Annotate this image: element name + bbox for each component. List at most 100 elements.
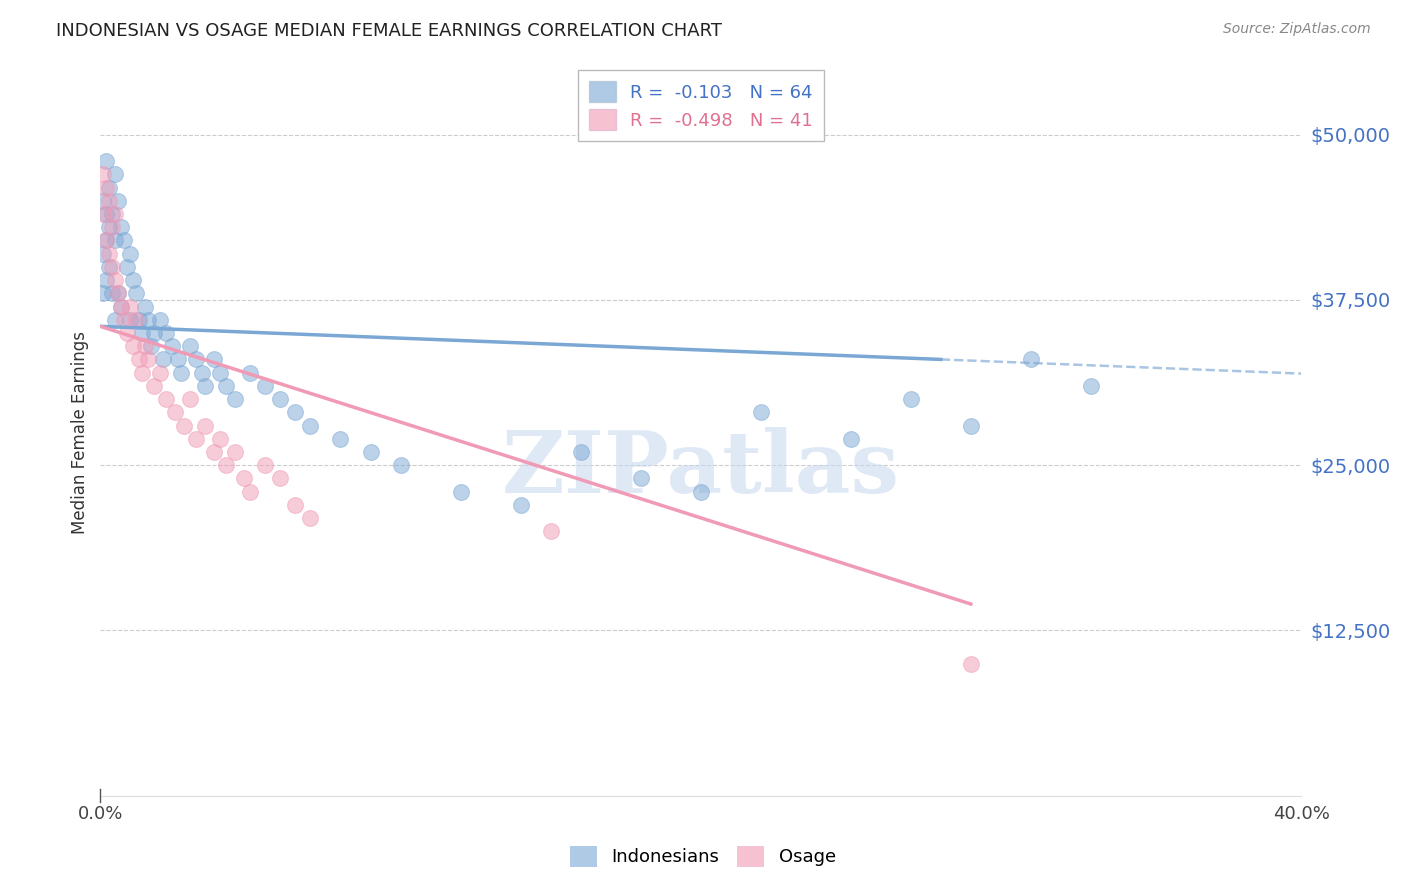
Point bbox=[900, 392, 922, 406]
Point bbox=[107, 286, 129, 301]
Point bbox=[131, 326, 153, 340]
Point bbox=[155, 392, 177, 406]
Point bbox=[117, 260, 139, 274]
Point bbox=[509, 498, 531, 512]
Point bbox=[254, 458, 277, 473]
Point bbox=[749, 405, 772, 419]
Point bbox=[104, 207, 127, 221]
Text: INDONESIAN VS OSAGE MEDIAN FEMALE EARNINGS CORRELATION CHART: INDONESIAN VS OSAGE MEDIAN FEMALE EARNIN… bbox=[56, 22, 723, 40]
Point bbox=[93, 194, 115, 208]
Point bbox=[122, 273, 145, 287]
Point bbox=[128, 352, 150, 367]
Point bbox=[96, 180, 118, 194]
Point bbox=[173, 418, 195, 433]
Point bbox=[96, 154, 118, 169]
Point bbox=[239, 366, 262, 380]
Point bbox=[269, 471, 291, 485]
Point bbox=[224, 445, 246, 459]
Point bbox=[104, 234, 127, 248]
Point bbox=[98, 180, 121, 194]
Point bbox=[96, 207, 118, 221]
Point bbox=[389, 458, 412, 473]
Point bbox=[120, 246, 142, 260]
Point bbox=[107, 194, 129, 208]
Point bbox=[101, 286, 124, 301]
Point bbox=[117, 326, 139, 340]
Point bbox=[143, 326, 166, 340]
Point bbox=[170, 366, 193, 380]
Point bbox=[98, 246, 121, 260]
Point bbox=[101, 260, 124, 274]
Point bbox=[162, 339, 184, 353]
Point bbox=[93, 286, 115, 301]
Point bbox=[299, 418, 322, 433]
Point bbox=[120, 300, 142, 314]
Point bbox=[120, 312, 142, 326]
Point bbox=[152, 352, 174, 367]
Point bbox=[104, 312, 127, 326]
Point bbox=[569, 445, 592, 459]
Point bbox=[107, 286, 129, 301]
Point bbox=[360, 445, 382, 459]
Point bbox=[134, 300, 156, 314]
Point bbox=[101, 207, 124, 221]
Point bbox=[104, 167, 127, 181]
Point bbox=[209, 432, 232, 446]
Point bbox=[1019, 352, 1042, 367]
Point bbox=[110, 220, 132, 235]
Point bbox=[101, 220, 124, 235]
Point bbox=[110, 300, 132, 314]
Point bbox=[194, 418, 217, 433]
Point bbox=[269, 392, 291, 406]
Point bbox=[131, 366, 153, 380]
Point bbox=[110, 300, 132, 314]
Point bbox=[215, 458, 238, 473]
Point bbox=[149, 366, 172, 380]
Point bbox=[299, 511, 322, 525]
Point bbox=[125, 286, 148, 301]
Point bbox=[141, 339, 163, 353]
Point bbox=[254, 379, 277, 393]
Legend: R =  -0.103   N = 64, R =  -0.498   N = 41: R = -0.103 N = 64, R = -0.498 N = 41 bbox=[578, 70, 824, 141]
Point bbox=[839, 432, 862, 446]
Point bbox=[450, 484, 472, 499]
Point bbox=[179, 339, 201, 353]
Point bbox=[540, 524, 562, 539]
Text: ZIPatlas: ZIPatlas bbox=[502, 426, 900, 510]
Point bbox=[194, 379, 217, 393]
Y-axis label: Median Female Earnings: Median Female Earnings bbox=[72, 331, 89, 533]
Point bbox=[104, 273, 127, 287]
Point bbox=[98, 260, 121, 274]
Text: Source: ZipAtlas.com: Source: ZipAtlas.com bbox=[1223, 22, 1371, 37]
Legend: Indonesians, Osage: Indonesians, Osage bbox=[562, 838, 844, 874]
Point bbox=[96, 273, 118, 287]
Point bbox=[112, 312, 135, 326]
Point bbox=[112, 234, 135, 248]
Point bbox=[122, 339, 145, 353]
Point bbox=[1080, 379, 1102, 393]
Point bbox=[186, 432, 208, 446]
Point bbox=[959, 657, 981, 671]
Point bbox=[143, 379, 166, 393]
Point bbox=[224, 392, 246, 406]
Point bbox=[138, 352, 160, 367]
Point bbox=[98, 220, 121, 235]
Point bbox=[239, 484, 262, 499]
Point bbox=[215, 379, 238, 393]
Point bbox=[98, 194, 121, 208]
Point bbox=[155, 326, 177, 340]
Point bbox=[134, 339, 156, 353]
Point bbox=[329, 432, 352, 446]
Point bbox=[630, 471, 652, 485]
Point bbox=[93, 246, 115, 260]
Point bbox=[93, 167, 115, 181]
Point bbox=[689, 484, 711, 499]
Point bbox=[125, 312, 148, 326]
Point bbox=[167, 352, 190, 367]
Point bbox=[165, 405, 187, 419]
Point bbox=[149, 312, 172, 326]
Point bbox=[93, 207, 115, 221]
Point bbox=[284, 498, 307, 512]
Point bbox=[233, 471, 256, 485]
Point bbox=[204, 352, 226, 367]
